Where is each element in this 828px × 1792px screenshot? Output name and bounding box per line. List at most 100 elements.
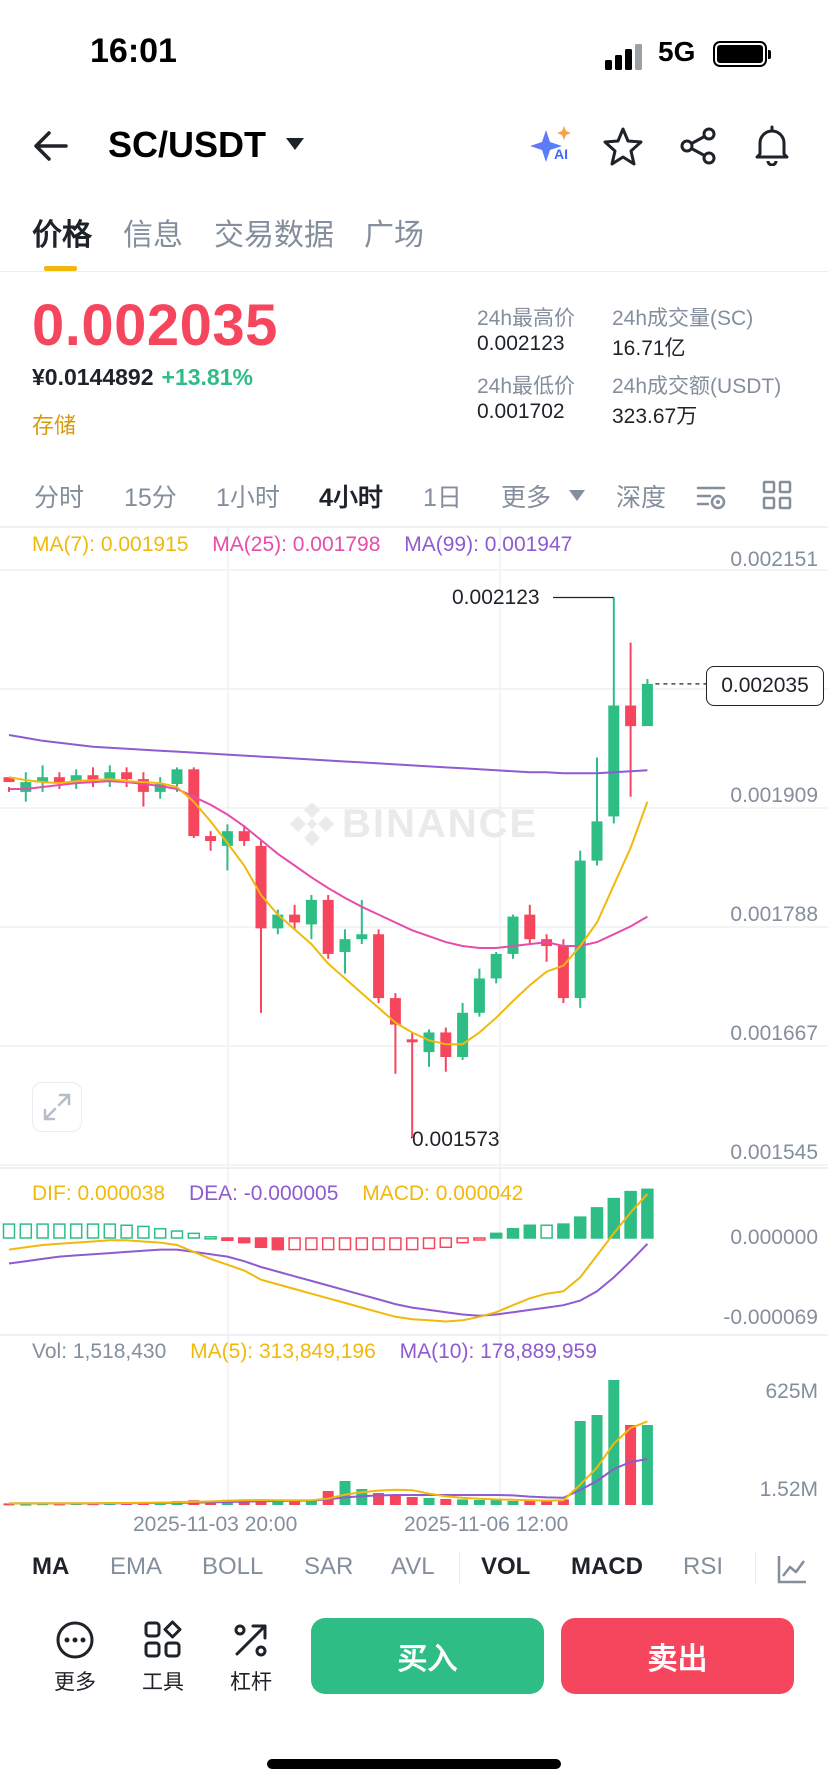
tab-trading-data[interactable]: 交易数据: [214, 219, 334, 252]
dif-label: DIF: 0.000038: [32, 1182, 166, 1205]
macd-bar: [389, 1237, 402, 1251]
indicator-settings-icon[interactable]: [776, 1553, 808, 1585]
sell-button[interactable]: 卖出: [561, 1618, 794, 1694]
bell-icon[interactable]: [752, 124, 792, 166]
more-tool[interactable]: 更多: [40, 1620, 110, 1696]
pair-title[interactable]: SC/USDT: [108, 124, 267, 165]
candle-body: [473, 978, 485, 1013]
leverage-tool[interactable]: 杠杆: [216, 1620, 286, 1696]
tf-1h[interactable]: 1小时: [216, 484, 280, 512]
fullscreen-button[interactable]: [32, 1082, 82, 1132]
price-axis-label: 0.001909: [730, 784, 818, 807]
price-axis-label: 0.001667: [730, 1022, 818, 1045]
status-time: 16:01: [90, 32, 177, 70]
candle-body: [641, 683, 653, 727]
macd-bar: [473, 1237, 486, 1241]
candle-body: [121, 772, 133, 780]
favorite-star-icon[interactable]: [603, 126, 643, 166]
high-value: 0.002123: [477, 332, 565, 355]
low-value: 0.001702: [477, 400, 565, 423]
indicator-tab-avl[interactable]: AVL: [391, 1553, 435, 1580]
candle-body: [524, 914, 536, 940]
indicator-tab-boll[interactable]: BOLL: [202, 1553, 264, 1580]
macd-bar: [120, 1224, 133, 1239]
binance-watermark: BINANCE: [288, 800, 538, 848]
macd-bar: [321, 1237, 335, 1251]
volume-bar: [406, 1497, 418, 1505]
candle-body: [356, 934, 368, 940]
back-arrow-icon[interactable]: [32, 128, 70, 164]
volume-axis-label: 1.52M: [759, 1478, 818, 1501]
indicator-tab-ma[interactable]: MA: [32, 1553, 70, 1580]
candle-body: [20, 782, 32, 792]
chart-settings-icon[interactable]: [695, 480, 727, 512]
buy-button[interactable]: 买入: [311, 1618, 544, 1694]
signal-icon: [605, 44, 642, 70]
macd-axis-label: 0.000000: [730, 1226, 818, 1249]
macd-bar: [69, 1223, 83, 1239]
price-axis-label: 0.001788: [730, 903, 818, 926]
time-axis-label: 2025-11-03 20:00: [133, 1513, 298, 1536]
tab-price[interactable]: 价格: [32, 219, 92, 252]
tab-square[interactable]: 广场: [364, 219, 424, 252]
expand-icon: [43, 1093, 71, 1121]
candle-body: [87, 775, 99, 781]
candle-body: [37, 777, 49, 783]
battery-icon: [713, 41, 771, 67]
ai-assistant-icon[interactable]: AI: [530, 124, 574, 168]
indicator-tab-ema[interactable]: EMA: [110, 1553, 163, 1580]
candle-body: [574, 860, 586, 999]
macd-bar: [204, 1236, 217, 1240]
ma25-label: MA(25): 0.001798: [212, 533, 381, 556]
tf-4h[interactable]: 4小时: [319, 484, 383, 512]
macd-bar: [137, 1225, 150, 1239]
volume-bar: [255, 1500, 267, 1505]
layout-grid-icon[interactable]: [762, 480, 792, 510]
tf-15m[interactable]: 15分: [124, 484, 177, 512]
watermark-text: BINANCE: [342, 801, 539, 846]
last-price: 0.002035: [32, 293, 278, 358]
volume-bar: [272, 1501, 284, 1505]
binance-logo-icon: [290, 802, 334, 846]
pair-dropdown-icon[interactable]: [284, 136, 306, 152]
ma99-line: [8, 734, 648, 775]
macd-bar: [305, 1237, 318, 1251]
candle-body: [373, 934, 385, 999]
tf-line[interactable]: 分时: [34, 484, 85, 512]
macd-bar: [288, 1237, 301, 1251]
candle-body: [289, 914, 301, 923]
volume-legend: Vol: 1,518,430 MA(5): 313,849,196 MA(10)…: [32, 1340, 597, 1364]
tf-more[interactable]: 更多: [501, 484, 552, 512]
ma-legend: MA(7): 0.001915 MA(25): 0.001798 MA(99):…: [32, 533, 572, 557]
tools-tool[interactable]: 工具: [128, 1620, 198, 1696]
candle-body: [272, 914, 284, 929]
share-icon[interactable]: [678, 126, 718, 166]
volume-axis-label: 625M: [765, 1380, 818, 1403]
tf-1d[interactable]: 1日: [423, 484, 462, 512]
macd-bar: [456, 1237, 469, 1244]
indicator-tab-vol[interactable]: VOL: [481, 1553, 531, 1580]
indicator-tab-macd[interactable]: MACD: [571, 1553, 643, 1580]
ma25-line: [9, 780, 648, 949]
price-subline: ¥0.0144892 +13.81%: [32, 364, 253, 391]
status-bar: 16:01 5G: [0, 0, 828, 100]
leverage-label: 杠杆: [230, 1671, 272, 1694]
tf-more-dropdown-icon[interactable]: [568, 489, 586, 502]
tab-info[interactable]: 信息: [123, 219, 183, 252]
kline-chart[interactable]: [0, 0, 828, 1560]
volume-bar: [20, 1503, 32, 1506]
tf-depth[interactable]: 深度: [616, 484, 667, 512]
category-tag[interactable]: 存储: [32, 413, 77, 438]
candle-body: [339, 939, 351, 952]
macd-bar: [187, 1232, 201, 1239]
macd-bar: [372, 1237, 385, 1251]
active-tab-indicator: [44, 266, 77, 271]
indicator-tab-rsi[interactable]: RSI: [683, 1553, 724, 1580]
indicator-tab-sar[interactable]: SAR: [304, 1553, 354, 1580]
macd-bar: [86, 1223, 100, 1239]
candle-body: [205, 836, 217, 841]
home-indicator: [267, 1759, 561, 1769]
volume-ma5-line: [9, 1420, 648, 1505]
candle-body: [221, 831, 233, 846]
macd-bar: [405, 1237, 419, 1251]
